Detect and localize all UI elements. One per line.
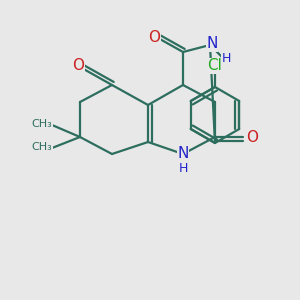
Text: O: O [246,130,258,145]
Text: CH₃: CH₃ [32,142,52,152]
Text: Cl: Cl [208,58,222,74]
Text: CH₃: CH₃ [32,119,52,129]
Text: H: H [221,52,231,64]
Text: O: O [148,29,160,44]
Text: N: N [177,146,189,160]
Text: O: O [72,58,84,74]
Text: H: H [178,161,188,175]
Text: N: N [206,37,218,52]
